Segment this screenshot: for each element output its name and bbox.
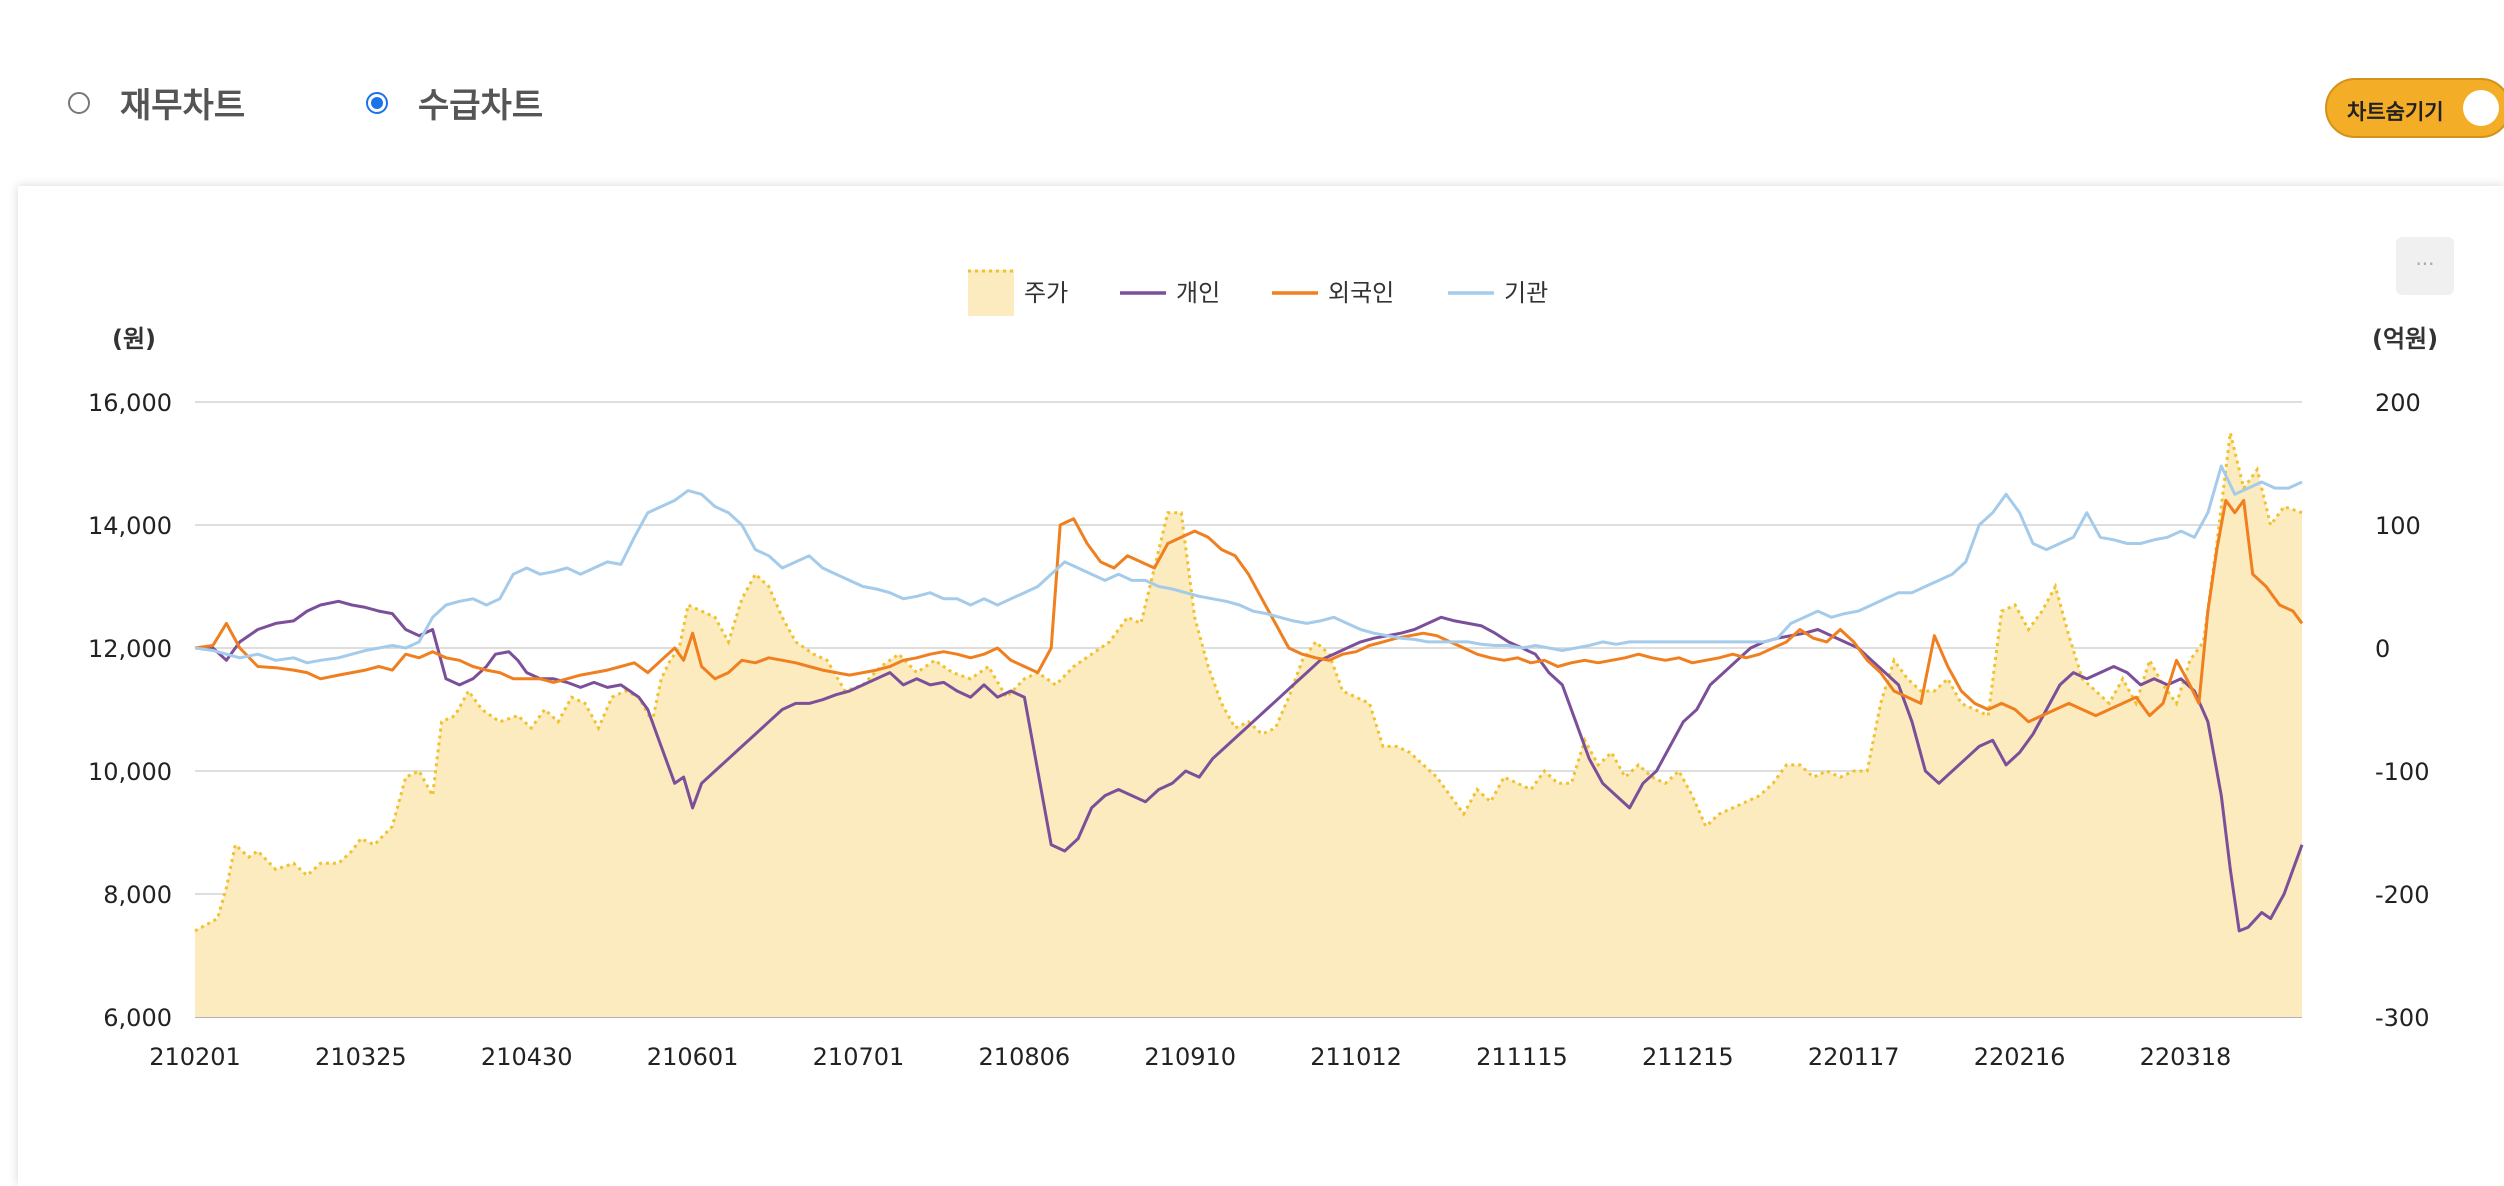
x-tick: 210701 — [813, 1043, 905, 1071]
y-left-tick: 6,000 — [103, 1004, 172, 1032]
chart-series — [194, 432, 2304, 1017]
y-left-tick: 14,000 — [88, 512, 172, 540]
radio-supply-demand-chart-circle[interactable] — [366, 91, 388, 114]
y-right-tick: 200 — [2375, 389, 2421, 417]
y-left-tick: 12,000 — [88, 635, 172, 663]
y-left-tick: 8,000 — [103, 881, 172, 909]
x-tick: 211215 — [1642, 1043, 1734, 1071]
x-tick: 211115 — [1476, 1043, 1568, 1071]
toggle-knob[interactable] — [2463, 90, 2499, 126]
chart-axes: 16,000 14,000 12,000 10,000 8,000 6,000 200 100… — [88, 325, 2438, 1071]
x-tick: 210806 — [979, 1043, 1071, 1071]
y-right-tick: -200 — [2375, 881, 2429, 909]
top-bar: 재무차트 수급차트 차트숨기기 — [0, 0, 2504, 185]
radio-supply-demand-chart-label: 수급차트 — [418, 86, 544, 126]
series-price-line — [194, 432, 2303, 933]
y-right-tick: -100 — [2375, 758, 2429, 786]
radio-supply-demand-chart[interactable]: 수급차트 — [366, 78, 543, 127]
series-foreign-line — [194, 498, 2304, 724]
series-institution-line — [194, 464, 2303, 665]
x-tick: 210430 — [481, 1043, 573, 1071]
y-right-axis-title: (억원) — [2372, 325, 2438, 353]
y-left-tick: 10,000 — [88, 758, 172, 786]
y-left-axis-title: (원) — [112, 325, 156, 353]
x-tick: 210201 — [149, 1043, 241, 1071]
x-tick: 220318 — [2140, 1043, 2232, 1071]
y-right-tick: 100 — [2375, 512, 2421, 540]
radio-financial-chart[interactable]: 재무차트 — [68, 78, 245, 127]
hide-chart-toggle[interactable]: 차트숨기기 — [2325, 78, 2504, 138]
legend-label: 주가 — [1024, 279, 1068, 307]
y-left-tick: 16,000 — [88, 389, 172, 417]
legend-label: 외국인 — [1328, 279, 1394, 307]
radio-financial-chart-label: 재무차트 — [120, 86, 246, 126]
chart-legend: 주가 개인 외국인 기관 — [968, 269, 1548, 316]
y-right-tick: -300 — [2375, 1004, 2429, 1032]
x-tick: 211012 — [1310, 1043, 1402, 1071]
x-tick: 210910 — [1144, 1043, 1236, 1071]
radio-financial-chart-circle[interactable] — [68, 91, 90, 114]
legend-price-swatch — [968, 270, 1014, 316]
y-right-tick: 0 — [2375, 635, 2390, 663]
x-tick: 220117 — [1808, 1043, 1900, 1071]
chart-menu-button[interactable]: ··· — [2396, 237, 2454, 295]
x-tick: 210601 — [647, 1043, 739, 1071]
x-tick: 210325 — [315, 1043, 407, 1071]
legend-label: 기관 — [1504, 279, 1548, 307]
legend-label: 개인 — [1176, 279, 1220, 307]
x-tick: 220216 — [1974, 1043, 2066, 1071]
hide-chart-toggle-label: 차트숨기기 — [2347, 100, 2444, 124]
